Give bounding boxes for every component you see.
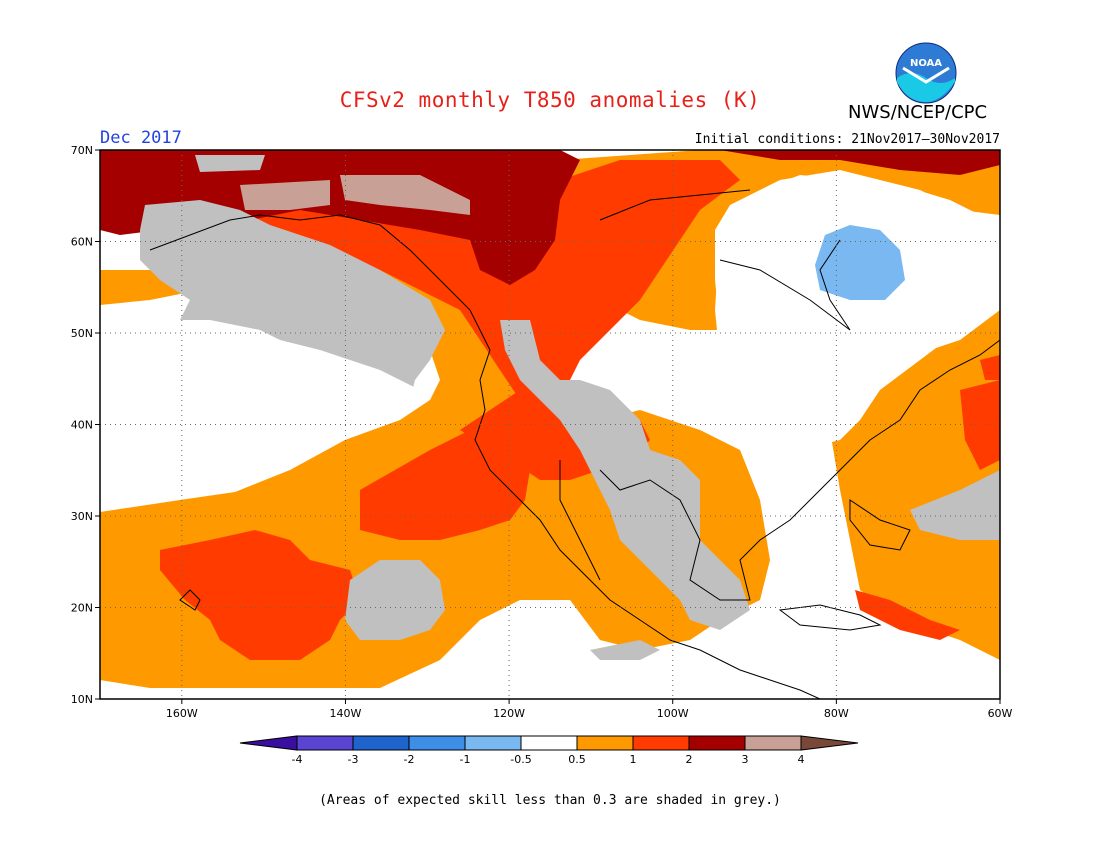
colorbar: -4 -3 -2 -1 -0.5 0.5 1 2 3 4 [239,735,859,766]
latitude-tick-label: 30N [71,510,93,523]
graticule [100,150,1000,699]
colorbar-tick-label: -3 [348,753,359,766]
near-normal-region-east [715,175,1000,450]
anomaly-region-tan-yukon [340,175,470,215]
colorbar-tick-label: -1 [460,753,471,766]
colorbar-swatch-max [800,735,859,751]
colorbar-swatch [576,735,634,751]
latitude-tick-label: 50N [71,327,93,340]
latitude-tick-label: 40N [71,419,93,432]
anomaly-region-lightblue-hudson [815,225,905,300]
initial-conditions-label: Initial conditions: 21Nov2017–30Nov2017 [694,132,1000,147]
latitude-tick-label: 10N [71,693,93,706]
latitude-axis: 10N 20N 30N 40N 50N 60N 70N [71,144,100,706]
low-skill-region-alaska [140,200,445,400]
low-skill-region-gulf [590,640,660,660]
colorbar-tick-label: -4 [292,753,303,766]
longitude-tick-label: 80W [824,707,849,720]
colorbar-swatch [352,735,410,751]
anomaly-region-tan-alaska [240,180,330,210]
latitude-tick-label: 70N [71,144,93,157]
low-skill-region-us-interior [500,320,750,630]
noaa-logo-text: NOAA [910,58,942,69]
anomaly-region-red-eastern-pacific [360,430,530,540]
longitude-tick-label: 60W [988,707,1013,720]
colorbar-swatch [408,735,466,751]
anomaly-region-red-southwest-us [460,385,650,480]
colorbar-swatch-min [239,735,298,751]
colorbar-tick-label: -0.5 [510,753,531,766]
valid-month-label: Dec 2017 [100,128,182,148]
longitude-tick-label: 140W [330,707,362,720]
noaa-logo: NOAA [895,42,957,104]
colorbar-swatch [520,735,578,751]
anomaly-region-orange-atlantic [830,310,1000,660]
map-frame [99,149,1001,700]
anomaly-region-red-atlantic [960,380,1000,470]
anomaly-region-red-canada [250,160,740,420]
map-title: CFSv2 monthly T850 anomalies (K) [339,88,761,112]
longitude-tick-label: 120W [493,707,525,720]
colorbar-tick-label: 2 [686,753,693,766]
latitude-tick-label: 20N [71,602,93,615]
colorbar-swatch [744,735,802,751]
longitude-tick-label: 160W [166,707,198,720]
anomaly-region-red-subtropical-pacific [160,530,360,660]
anomaly-region-orange-pacific [100,230,770,688]
anomaly-fields [100,150,1000,699]
longitude-tick-label: 100W [657,707,689,720]
colorbar-tick-label: 4 [798,753,805,766]
colorbar-swatch [464,735,522,751]
low-skill-region-central-pacific [345,560,445,640]
latitude-tick-label: 60N [71,236,93,249]
anomaly-region-red-caribbean [855,590,960,640]
colorbar-tick-label: 3 [742,753,749,766]
anomaly-region-darkred-baffin [720,150,1000,175]
colorbar-tick-label: 1 [630,753,637,766]
anomaly-region-orange-alaska-south [100,235,270,305]
anomaly-region-darkred-north [100,150,580,285]
low-skill-region-arctic [195,155,265,172]
near-normal-region-pacific [100,325,420,505]
coastlines [149,189,1000,699]
low-skill-region-atlantic [910,470,1000,540]
longitude-axis: 160W 140W 120W 100W 80W 60W [166,699,1013,720]
anomaly-region-orange-canada [560,150,1000,330]
footnote: (Areas of expected skill less than 0.3 a… [319,793,781,808]
colorbar-tick-label: 0.5 [568,753,586,766]
agency-label: NWS/NCEP/CPC [848,102,988,123]
anomaly-region-red-mid-atlantic-coast [980,355,1000,380]
colorbar-swatch [296,735,354,751]
colorbar-tick-label: -2 [404,753,415,766]
colorbar-swatch [688,735,746,751]
colorbar-swatch [632,735,690,751]
